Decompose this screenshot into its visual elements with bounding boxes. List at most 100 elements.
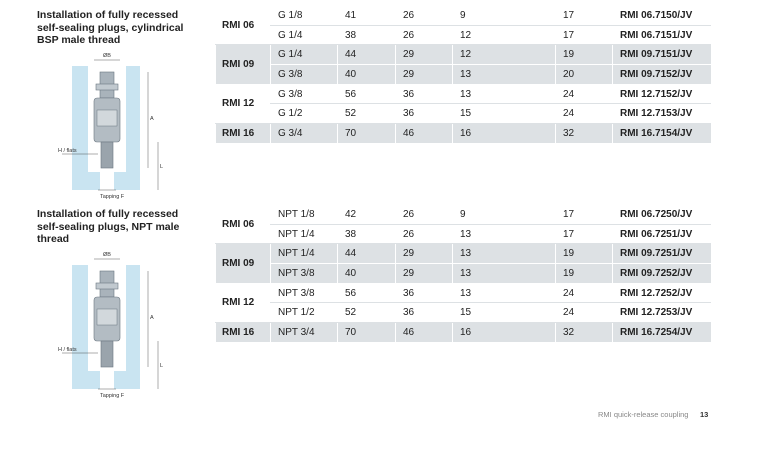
value-cell: 36	[395, 302, 453, 324]
plug-collar	[95, 282, 119, 290]
value-cell: 26	[395, 205, 453, 225]
model-cell: RMI 12	[215, 84, 271, 125]
value-cell: 19	[555, 263, 613, 284]
reference-cell: RMI 09.7152/JV	[612, 64, 711, 85]
value-cell: 13	[452, 263, 556, 284]
table-row: G 3/8 40 29 13 20 RMI 09.7152/JV	[216, 64, 711, 85]
value-cell: 38	[337, 224, 396, 245]
value-cell: 44	[337, 243, 396, 265]
value-cell: 16	[452, 322, 556, 343]
value-cell: 56	[337, 283, 396, 304]
value-cell: 32	[555, 123, 613, 144]
value-cell: 17	[555, 224, 613, 245]
diagram: ØB A L H / flats Tapping F	[58, 252, 163, 399]
reference-cell: RMI 06.7151/JV	[612, 25, 711, 46]
table-body: RMI 06 G 1/8 41 26 9 17 RMI 06.7150/JV G 1/4 38 2…	[215, 6, 711, 144]
value-cell: G 1/8	[270, 6, 338, 26]
model-cell: RMI 06	[215, 6, 271, 46]
value-cell: 29	[395, 243, 453, 265]
reference-cell: RMI 09.7251/JV	[612, 243, 711, 265]
reference-cell: RMI 12.7252/JV	[612, 283, 711, 304]
reference-cell: RMI 16.7254/JV	[612, 322, 711, 343]
value-cell: 26	[395, 25, 453, 46]
plug-thread	[100, 141, 114, 169]
value-cell: 42	[337, 205, 396, 225]
table-row: NPT 1/4 38 26 13 17 RMI 06.7251/JV	[216, 224, 711, 245]
footer-text: RMI quick-release coupling	[598, 410, 689, 419]
plug-hex	[96, 109, 118, 127]
value-cell: NPT 3/4	[270, 322, 338, 343]
value-cell: 36	[395, 84, 453, 105]
diameter-label: ØB	[103, 252, 111, 258]
value-cell: 46	[395, 322, 453, 343]
value-cell: 20	[555, 64, 613, 85]
value-cell: 26	[395, 224, 453, 245]
value-cell: 29	[395, 64, 453, 85]
value-cell: 13	[452, 84, 556, 105]
recess	[72, 66, 140, 190]
table-row: RMI 12 NPT 3/8 56 36 13 24 RMI 12.7252/JV	[215, 283, 711, 324]
table-row: RMI 16 G 3/4 70 46 16 32 RMI 16.7154/JV	[215, 123, 711, 144]
model-cell: RMI 12	[215, 283, 271, 324]
value-cell: 70	[337, 322, 396, 343]
reference-cell: RMI 06.7150/JV	[612, 6, 711, 26]
model-cell: RMI 09	[215, 243, 271, 284]
plug-collar	[95, 83, 119, 91]
table-row: G 1/2 52 36 15 24 RMI 12.7153/JV	[216, 103, 711, 125]
value-cell: 19	[555, 44, 613, 66]
reference-cell: RMI 06.7250/JV	[612, 205, 711, 225]
value-cell: 36	[395, 283, 453, 304]
value-cell: NPT 1/4	[270, 243, 338, 265]
length-l-label: L	[160, 164, 163, 170]
plug-hex	[96, 308, 118, 326]
plug-thread	[100, 340, 114, 368]
value-cell: G 1/4	[270, 44, 338, 66]
table-row: G 1/4 38 26 12 17 RMI 06.7151/JV	[216, 25, 711, 46]
reference-cell: RMI 12.7253/JV	[612, 302, 711, 324]
value-cell: 15	[452, 103, 556, 125]
reference-cell: RMI 06.7251/JV	[612, 224, 711, 245]
value-cell: 29	[395, 44, 453, 66]
value-cell: 13	[452, 283, 556, 304]
value-cell: 32	[555, 322, 613, 343]
reference-cell: RMI 09.7252/JV	[612, 263, 711, 284]
table-row: RMI 09 NPT 1/4 44 29 13 19 RMI 09.7251/JV	[215, 243, 711, 284]
section-title: Installation of fully recessed self-seal…	[37, 208, 180, 245]
value-cell: 24	[555, 302, 613, 324]
value-cell: 17	[555, 25, 613, 46]
value-cell: G 1/4	[270, 25, 338, 46]
value-cell: 44	[337, 44, 396, 66]
value-cell: 36	[395, 103, 453, 125]
length-a-label: A	[150, 315, 154, 321]
table-row: RMI 06 NPT 1/8 42 26 9 17 RMI 06.7250/JV	[215, 205, 711, 245]
value-cell: 46	[395, 123, 453, 144]
spec-table: RMI 06 G 1/8 41 26 9 17 RMI 06.7150/JV G 1/4 38 2…	[215, 6, 711, 144]
diagram: ØB A L H / flats Tapping F	[58, 53, 163, 200]
table-row: RMI 16 NPT 3/4 70 46 16 32 RMI 16.7254/JV	[215, 322, 711, 343]
value-cell: 56	[337, 84, 396, 105]
value-cell: 13	[452, 64, 556, 85]
table-row: RMI 12 G 3/8 56 36 13 24 RMI 12.7152/JV	[215, 84, 711, 125]
value-cell: 12	[452, 25, 556, 46]
value-cell: 41	[337, 6, 396, 26]
table-row: RMI 06 G 1/8 41 26 9 17 RMI 06.7150/JV	[215, 6, 711, 46]
reference-cell: RMI 16.7154/JV	[612, 123, 711, 144]
flats-label: H / flats	[58, 347, 77, 353]
reference-cell: RMI 12.7153/JV	[612, 103, 711, 125]
value-cell: 29	[395, 263, 453, 284]
value-cell: 26	[395, 6, 453, 26]
value-cell: G 3/8	[270, 84, 338, 105]
reference-cell: RMI 12.7152/JV	[612, 84, 711, 105]
tapping-label: Tapping F	[100, 194, 125, 200]
value-cell: 9	[452, 6, 556, 26]
value-cell: 19	[555, 243, 613, 265]
table-row: RMI 09 G 1/4 44 29 12 19 RMI 09.7151/JV	[215, 44, 711, 85]
value-cell: 70	[337, 123, 396, 144]
value-cell: G 3/8	[270, 64, 338, 85]
section-title: Installation of fully recessed self-seal…	[37, 9, 184, 46]
value-cell: 52	[337, 103, 396, 125]
value-cell: NPT 1/4	[270, 224, 338, 245]
value-cell: NPT 3/8	[270, 263, 338, 284]
value-cell: 17	[555, 205, 613, 225]
